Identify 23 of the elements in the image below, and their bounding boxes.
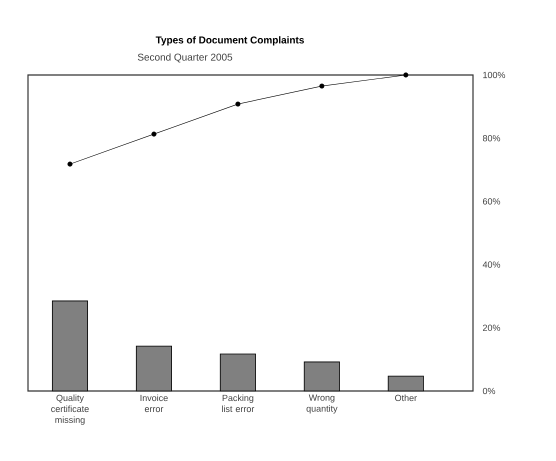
y-tick-label: 100% — [483, 72, 506, 78]
x-tick-label: Invoice error — [140, 394, 168, 412]
point — [151, 132, 156, 137]
y-tick-label: 0% — [482, 388, 496, 394]
point — [235, 102, 240, 107]
chart-subtitle: Second Quarter 2005 — [138, 53, 232, 62]
point — [403, 72, 408, 78]
x-tick-label: Other — [395, 394, 417, 402]
y-tick-label: 80% — [482, 135, 500, 142]
point — [319, 84, 324, 89]
y-tick-label: 60% — [482, 198, 500, 205]
bar — [388, 376, 424, 392]
bar — [52, 300, 88, 392]
y-tick-label: 40% — [482, 261, 500, 268]
bar — [136, 346, 172, 392]
bar — [304, 362, 340, 392]
y-tick-label: 20% — [482, 324, 500, 331]
bar — [220, 354, 256, 392]
x-tick-label: Quality certificate missing — [51, 394, 89, 425]
point — [67, 162, 72, 167]
chart-title: Types of Document Complaints — [156, 36, 304, 46]
x-tick-label: Packing list error — [222, 394, 254, 412]
x-tick-label: Wrong quantity — [306, 394, 338, 414]
